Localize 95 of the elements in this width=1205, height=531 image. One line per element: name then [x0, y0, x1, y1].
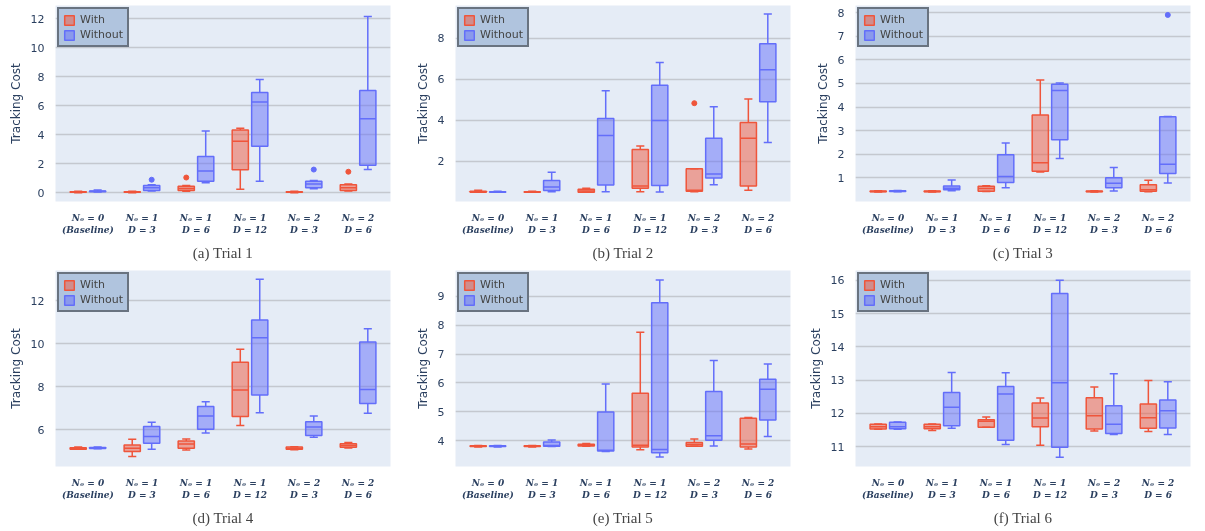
- x-tick-label: Nₒ = 1 D = 12: [231, 212, 268, 235]
- y-tick-label: 6: [37, 423, 45, 437]
- legend-label: With: [80, 278, 105, 291]
- y-tick-label: 6: [37, 99, 45, 113]
- x-tick-label: Nₒ = 1 D = 6: [978, 212, 1013, 235]
- legend-label: Without: [880, 28, 923, 41]
- legend-label: With: [880, 278, 905, 291]
- x-tick-label: Nₒ = 2 D = 3: [286, 477, 321, 500]
- y-tick-label: 1: [837, 171, 845, 185]
- x-tick-label: Nₒ = 0 (Baseline): [861, 477, 914, 500]
- y-tick-label: 10: [30, 41, 45, 55]
- x-tick-label: Nₒ = 2 D = 3: [286, 212, 321, 235]
- y-tick-label: 7: [837, 30, 845, 44]
- text: (d) Trial 4: [192, 509, 254, 527]
- y-axis-title: Tracking Cost: [808, 327, 823, 410]
- x-tick-label: Nₒ = 1 D = 12: [1031, 477, 1068, 500]
- y-tick-label: 12: [30, 294, 45, 308]
- x-tick-label: Nₒ = 0 (Baseline): [61, 477, 114, 500]
- x-tick-label: Nₒ = 1 D = 6: [578, 477, 613, 500]
- y-axis-title: Tracking Cost: [8, 62, 23, 145]
- legend-label: With: [480, 13, 505, 26]
- x-tick-label: Nₒ = 2 D = 6: [740, 212, 775, 235]
- text: (e) Trial 5: [592, 509, 653, 527]
- y-tick-label: 4: [837, 101, 845, 115]
- y-tick-label: 8: [437, 32, 445, 46]
- x-tick-label: Nₒ = 1 D = 3: [124, 477, 159, 500]
- y-tick-label: 6: [837, 53, 845, 67]
- x-tick-label: Nₒ = 2 D = 3: [1086, 212, 1121, 235]
- y-tick-label: 9: [437, 290, 445, 304]
- x-tick-label: Nₒ = 1 D = 6: [978, 477, 1013, 500]
- legend-label: With: [80, 13, 105, 26]
- y-axis-title: Tracking Cost: [415, 327, 430, 410]
- legend-label: Without: [480, 28, 523, 41]
- x-tick-label: Nₒ = 1 D = 6: [178, 477, 213, 500]
- y-axis-title: Tracking Cost: [8, 327, 23, 410]
- y-tick-label: 8: [437, 319, 445, 333]
- y-tick-label: 11: [830, 440, 845, 454]
- legend-label: With: [880, 13, 905, 26]
- y-tick-label: 13: [830, 374, 845, 388]
- x-tick-label: Nₒ = 1 D = 3: [524, 212, 559, 235]
- x-tick-label: Nₒ = 1 D = 3: [524, 477, 559, 500]
- x-tick-label: Nₒ = 2 D = 3: [686, 477, 721, 500]
- y-tick-label: 4: [37, 128, 45, 142]
- x-tick-label: Nₒ = 0 (Baseline): [861, 212, 914, 235]
- y-tick-label: 2: [37, 157, 45, 171]
- legend-label: Without: [80, 293, 123, 306]
- y-tick-label: 8: [837, 6, 845, 20]
- y-tick-label: 3: [837, 124, 845, 138]
- y-tick-label: 2: [437, 155, 445, 169]
- y-tick-label: 2: [837, 148, 845, 162]
- y-tick-label: 4: [437, 114, 445, 128]
- y-axis-title: Tracking Cost: [415, 62, 430, 145]
- x-tick-label: Nₒ = 2 D = 6: [340, 212, 375, 235]
- y-tick-label: 10: [30, 337, 45, 351]
- text: (a) Trial 1: [192, 244, 253, 262]
- y-tick-label: 15: [830, 307, 845, 321]
- legend-label: Without: [80, 28, 123, 41]
- x-tick-label: Nₒ = 1 D = 3: [124, 212, 159, 235]
- x-tick-label: Nₒ = 2 D = 6: [340, 477, 375, 500]
- x-tick-label: Nₒ = 2 D = 3: [686, 212, 721, 235]
- x-tick-label: Nₒ = 1 D = 3: [924, 477, 959, 500]
- x-tick-label: Nₒ = 1 D = 12: [231, 477, 268, 500]
- x-tick-label: Nₒ = 1 D = 6: [578, 212, 613, 235]
- y-tick-label: 14: [830, 340, 845, 354]
- text: (c) Trial 3: [992, 244, 1053, 262]
- y-tick-label: 5: [837, 77, 845, 91]
- x-tick-label: Nₒ = 0 (Baseline): [61, 212, 114, 235]
- legend-label: With: [480, 278, 505, 291]
- y-tick-label: 16: [830, 274, 845, 288]
- x-tick-label: Nₒ = 1 D = 12: [631, 212, 668, 235]
- text: (f) Trial 6: [993, 509, 1053, 527]
- y-tick-label: 0: [37, 186, 45, 200]
- x-tick-label: Nₒ = 2 D = 6: [1140, 212, 1175, 235]
- x-tick-label: Nₒ = 0 (Baseline): [461, 477, 514, 500]
- y-tick-label: 12: [830, 407, 845, 421]
- y-tick-label: 6: [437, 376, 445, 390]
- text: (b) Trial 2: [592, 244, 654, 262]
- x-tick-label: Nₒ = 2 D = 3: [1086, 477, 1121, 500]
- x-tick-label: Nₒ = 1 D = 12: [631, 477, 668, 500]
- y-tick-label: 12: [30, 12, 45, 26]
- x-tick-label: Nₒ = 2 D = 6: [740, 477, 775, 500]
- y-tick-label: 4: [437, 434, 445, 448]
- legend-label: Without: [480, 293, 523, 306]
- legend-label: Without: [880, 293, 923, 306]
- x-tick-label: Nₒ = 0 (Baseline): [461, 212, 514, 235]
- y-tick-label: 5: [437, 405, 445, 419]
- x-tick-label: Nₒ = 1 D = 3: [924, 212, 959, 235]
- y-tick-label: 8: [37, 380, 45, 394]
- y-axis-title: Tracking Cost: [815, 62, 830, 145]
- y-tick-label: 6: [437, 73, 445, 87]
- x-tick-label: Nₒ = 2 D = 6: [1140, 477, 1175, 500]
- y-tick-label: 8: [37, 70, 45, 84]
- x-tick-label: Nₒ = 1 D = 6: [178, 212, 213, 235]
- x-tick-label: Nₒ = 1 D = 12: [1031, 212, 1068, 235]
- y-tick-label: 7: [437, 348, 445, 362]
